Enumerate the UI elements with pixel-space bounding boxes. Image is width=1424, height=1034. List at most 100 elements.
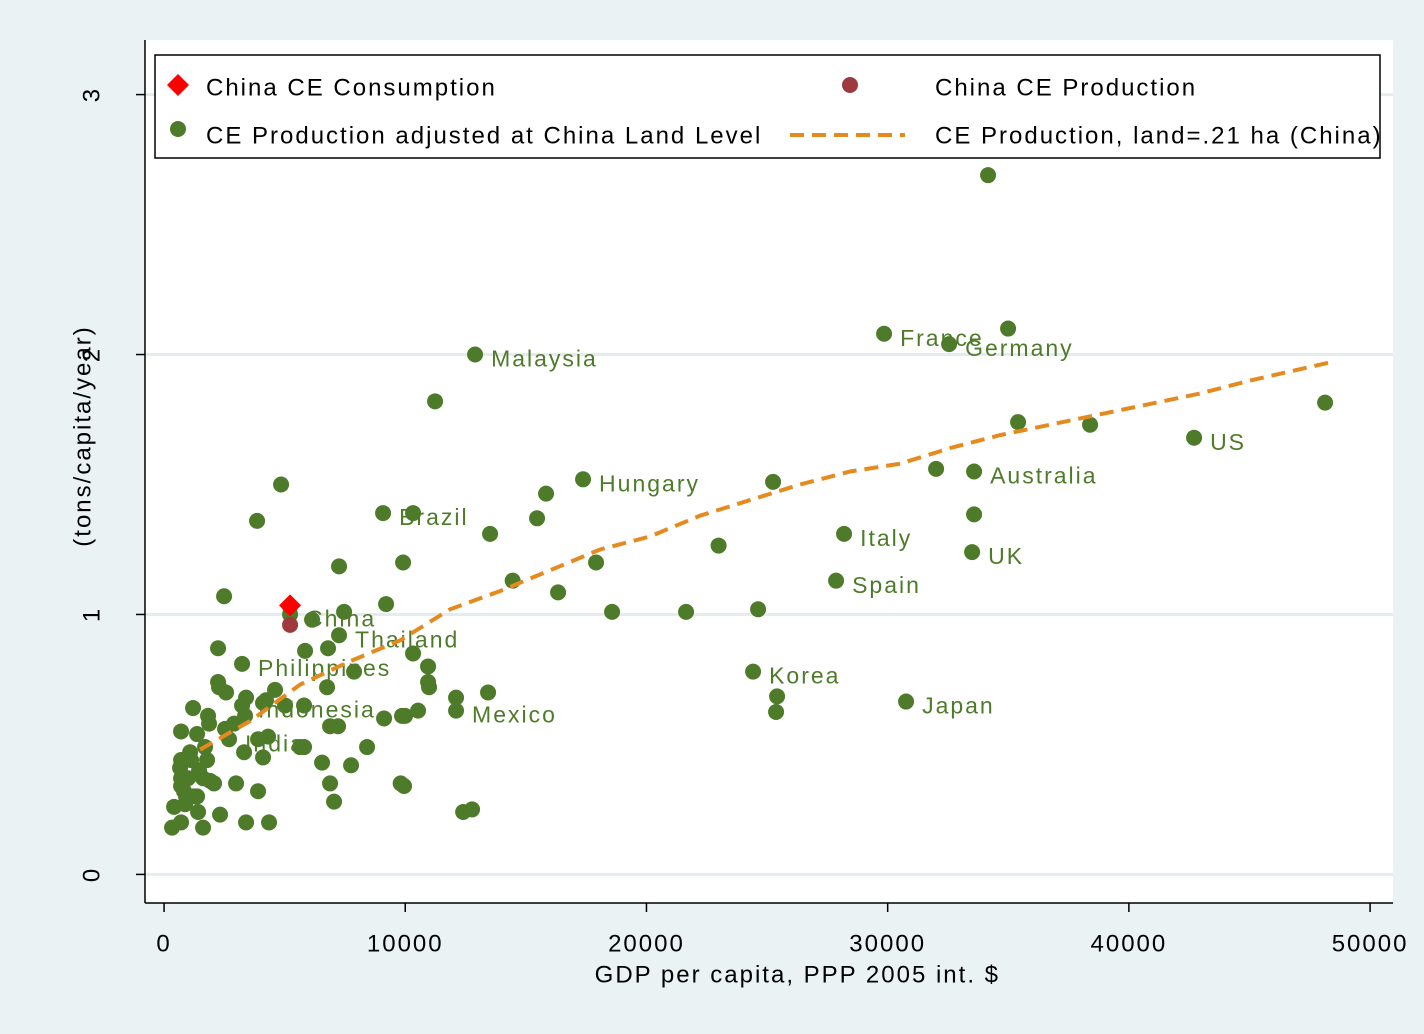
legend: China CE Consumption China CE Production C… [154, 54, 1383, 159]
circle-marker [464, 801, 481, 818]
circle-marker [448, 689, 465, 706]
circle-marker [842, 77, 858, 93]
circle-marker [297, 642, 314, 659]
x-axis-title: GDP per capita, PPP 2005 int. $ [595, 961, 1000, 988]
circle-marker [320, 640, 337, 657]
circle-marker [322, 718, 339, 735]
point-label: UK [988, 543, 1024, 569]
circle-marker [710, 537, 727, 554]
circle-marker [427, 393, 444, 410]
circle-marker [410, 702, 427, 719]
point-label: Italy [860, 525, 912, 551]
legend-label: China CE Production [935, 74, 1197, 101]
point-label: Mexico [472, 702, 557, 728]
circle-marker [173, 723, 190, 740]
circle-marker [170, 121, 186, 137]
circle-marker [750, 601, 767, 618]
circle-marker [1082, 416, 1099, 433]
circle-marker [378, 596, 395, 613]
circle-marker [421, 679, 438, 696]
diamond-marker [279, 594, 302, 617]
circle-marker [314, 754, 331, 771]
circle-marker [234, 655, 251, 672]
circle-marker [212, 806, 229, 823]
plot-area [145, 40, 1393, 903]
circle-marker [236, 744, 253, 761]
circle-marker [185, 700, 202, 717]
circle-marker [980, 167, 997, 184]
circle-marker [941, 336, 958, 353]
circle-marker [206, 775, 223, 792]
circle-marker [292, 739, 309, 756]
circle-marker [343, 757, 360, 774]
circle-marker [420, 658, 437, 675]
circle-marker [304, 611, 321, 628]
circle-marker [394, 707, 411, 724]
circle-marker [1000, 320, 1017, 337]
circle-marker [966, 463, 983, 480]
legend-label: CE Production adjusted at China Land Lev… [206, 122, 762, 149]
circle-marker [550, 584, 567, 601]
circle-marker [1317, 394, 1334, 411]
circle-marker [765, 473, 782, 490]
circle-marker [467, 346, 484, 363]
circle-marker [296, 697, 313, 714]
x-tick-label: 20000 [608, 930, 685, 957]
circle-marker [172, 759, 189, 776]
circle-marker [238, 689, 255, 706]
circle-marker [966, 506, 983, 523]
circle-marker [588, 554, 605, 571]
point-label: Japan [922, 693, 995, 719]
circle-marker [359, 739, 376, 756]
circle-marker [331, 558, 348, 575]
circle-marker [828, 572, 845, 589]
circle-marker [216, 588, 233, 605]
circle-marker [336, 603, 353, 620]
circle-marker [836, 525, 853, 542]
circle-marker [189, 726, 206, 743]
x-tick-label: 10000 [367, 930, 444, 957]
circle-marker [331, 627, 348, 644]
circle-marker [375, 505, 392, 522]
circle-marker [173, 778, 190, 795]
circle-marker [482, 525, 499, 542]
point-label: France [900, 325, 984, 351]
circle-marker [529, 510, 546, 527]
legend-box [154, 54, 1381, 159]
circle-marker [195, 819, 212, 836]
circle-marker [319, 679, 336, 696]
legend-label: China CE Consumption [206, 74, 497, 101]
legend-label: CE Production, land=.21 ha (China) [935, 122, 1383, 149]
circle-marker [769, 688, 786, 705]
circle-marker [538, 485, 555, 502]
point-label: Hungary [599, 470, 700, 496]
circle-marker [228, 775, 245, 792]
circle-marker [448, 702, 465, 719]
circle-marker [255, 694, 272, 711]
y-tick-label: 2 [78, 347, 105, 362]
circle-marker [166, 798, 183, 815]
circle-marker [396, 778, 413, 795]
circle-marker [1010, 414, 1027, 431]
line-series [199, 360, 1331, 752]
circle-marker [575, 471, 592, 488]
circle-marker [261, 814, 278, 831]
point-label: Thailand [355, 626, 459, 652]
circle-marker [250, 783, 267, 800]
circle-marker [190, 804, 207, 821]
circle-marker [199, 752, 216, 769]
circle-marker [326, 793, 343, 810]
point-label: Korea [769, 663, 840, 689]
circle-marker [249, 512, 266, 529]
circle-marker [277, 697, 294, 714]
circle-marker [164, 819, 181, 836]
circle-marker [1186, 429, 1203, 446]
x-tick-label: 50000 [1332, 930, 1409, 957]
y-axis-title: (tons/capita/year) [69, 325, 96, 546]
point-label: US [1210, 429, 1246, 455]
circle-marker [322, 775, 339, 792]
circle-marker [678, 603, 695, 620]
circle-marker [282, 616, 299, 633]
